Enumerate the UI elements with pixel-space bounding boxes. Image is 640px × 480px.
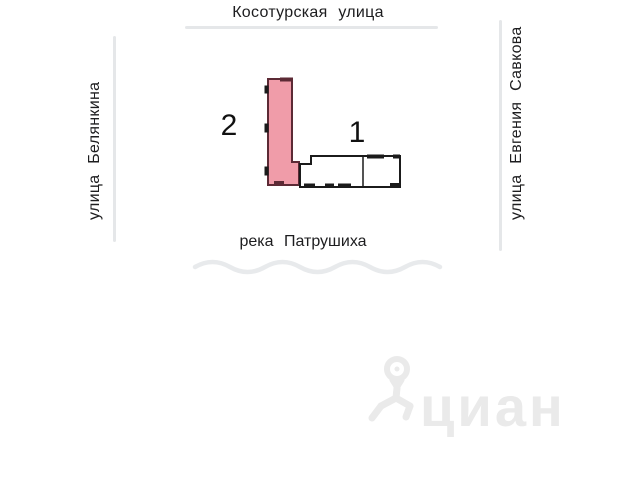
- cian-person-pin-icon: [368, 356, 414, 422]
- street-label-kosoturskaya: Косотурская улица: [232, 4, 384, 21]
- river-label: река Патрушиха: [239, 233, 367, 250]
- building-1-footprint[interactable]: [299, 155, 401, 188]
- building-1-top-mark: [367, 154, 384, 159]
- building-1-top-right-mark: [393, 154, 400, 159]
- street-line-left: [113, 36, 116, 242]
- street-line-top: [185, 26, 438, 29]
- building-2[interactable]: [264, 77, 300, 186]
- street-line-right: [499, 20, 502, 251]
- building-2-left-tick-1: [264, 85, 269, 94]
- building-1-number[interactable]: 1: [348, 116, 366, 149]
- building-1-bottom-right-mark: [390, 183, 401, 188]
- building-2-bottom-mark: [274, 181, 284, 185]
- building-2-left-tick-2: [264, 123, 269, 133]
- building-1-bottom-dash-3: [338, 183, 351, 188]
- building-2-number[interactable]: 2: [220, 109, 238, 142]
- building-1[interactable]: [299, 154, 401, 189]
- building-2-top-mark: [280, 77, 293, 82]
- river-wave-line: [192, 259, 443, 275]
- cian-brand-text: циан: [420, 375, 566, 438]
- cian-watermark: циан: [368, 356, 566, 438]
- building-2-footprint[interactable]: [267, 78, 300, 186]
- building-2-left-tick-3: [264, 166, 269, 176]
- building-1-bottom-dash-1: [304, 183, 315, 188]
- building-1-bottom-dash-2: [325, 183, 334, 188]
